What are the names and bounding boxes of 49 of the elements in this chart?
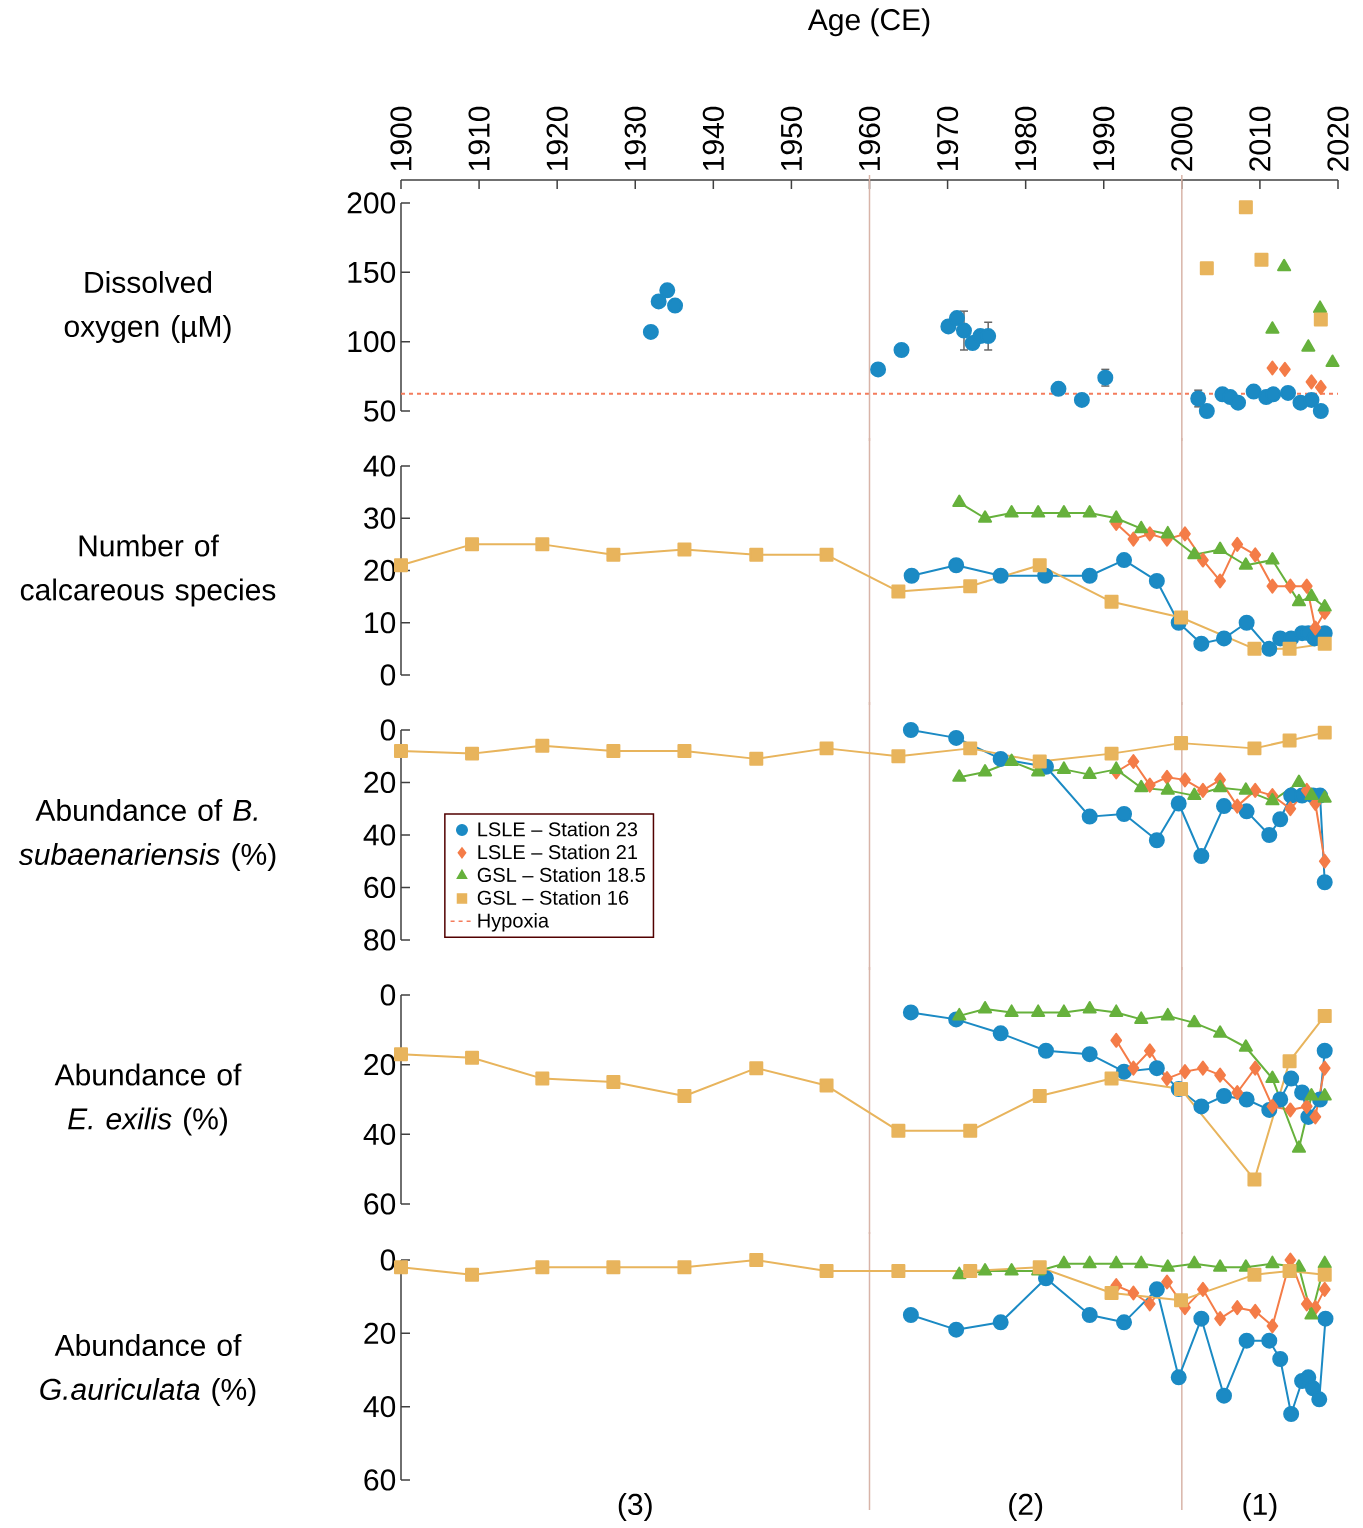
y-tick-label: 0 (380, 664, 396, 686)
text: (1) (1243, 1493, 1277, 1521)
y-tick-label: 20 (364, 771, 396, 794)
legend-label: GSL – Station 18.5 (477, 867, 645, 883)
x-tick-label: 1920 (546, 106, 568, 170)
y-axis-title: Abundance of G.auriculata (%) (40, 1334, 256, 1406)
y-tick-label: 50 (364, 400, 396, 422)
x-tick-label: 2020 (1327, 106, 1349, 171)
y-axis-title: Abundance of B. subaenariensis (%) (18, 799, 276, 871)
x-tick-label: 1990 (1093, 106, 1115, 170)
x-tick-label: 2000 (1171, 106, 1193, 171)
legend-label: LSLE – Station 21 (478, 844, 637, 860)
text: (2) (1009, 1493, 1043, 1521)
text: Hypoxia (478, 912, 550, 932)
x-tick-label: 1970 (936, 106, 959, 170)
x-tick-label: 1950 (780, 106, 803, 170)
y-tick-label: 20 (364, 559, 396, 582)
y-axis-title: Number of calcareous species (20, 534, 276, 607)
y-tick-label: 200 (347, 192, 396, 214)
y-axis-title: Dissolved oxygen (µM) (64, 271, 231, 343)
x-tick-label: 1930 (624, 106, 646, 170)
legend-label: LSLE – Station 23 (478, 821, 638, 837)
y-tick-label: 60 (364, 876, 396, 899)
y-tick-label: 60 (364, 1469, 396, 1491)
y-tick-label: 40 (363, 455, 396, 477)
y-tick-label: 0 (380, 719, 396, 741)
x-tick-label: 1960 (858, 106, 881, 170)
y-tick-label: 0 (380, 1249, 396, 1271)
x-tick-label: 1980 (1015, 106, 1037, 170)
y-tick-label: 80 (364, 929, 396, 951)
x-tick-label: 1940 (702, 106, 724, 170)
y-tick-label: 30 (364, 507, 396, 529)
y-tick-label: 100 (348, 331, 396, 353)
y-tick-label: 0 (380, 984, 396, 1006)
x-axis-title: Age (CE) (807, 8, 930, 37)
y-tick-label: 40 (363, 1396, 396, 1418)
x-tick-label: 1900 (390, 106, 412, 170)
y-tick-label: 20 (364, 1322, 396, 1344)
y-tick-label: 60 (364, 1193, 396, 1215)
y-tick-label: 40 (363, 824, 396, 846)
y-tick-label: 40 (363, 1123, 396, 1145)
y-tick-label: 10 (365, 612, 396, 634)
y-tick-label: 20 (364, 1054, 396, 1076)
legend-label: GSL – Station 16 (477, 890, 629, 905)
x-tick-label: 2010 (1249, 106, 1271, 171)
y-axis-title: Abundance of E. exilis (%) (54, 1063, 242, 1136)
x-tick-label: 1910 (468, 106, 490, 170)
text: (3) (618, 1493, 652, 1521)
y-tick-label: 150 (348, 261, 396, 283)
